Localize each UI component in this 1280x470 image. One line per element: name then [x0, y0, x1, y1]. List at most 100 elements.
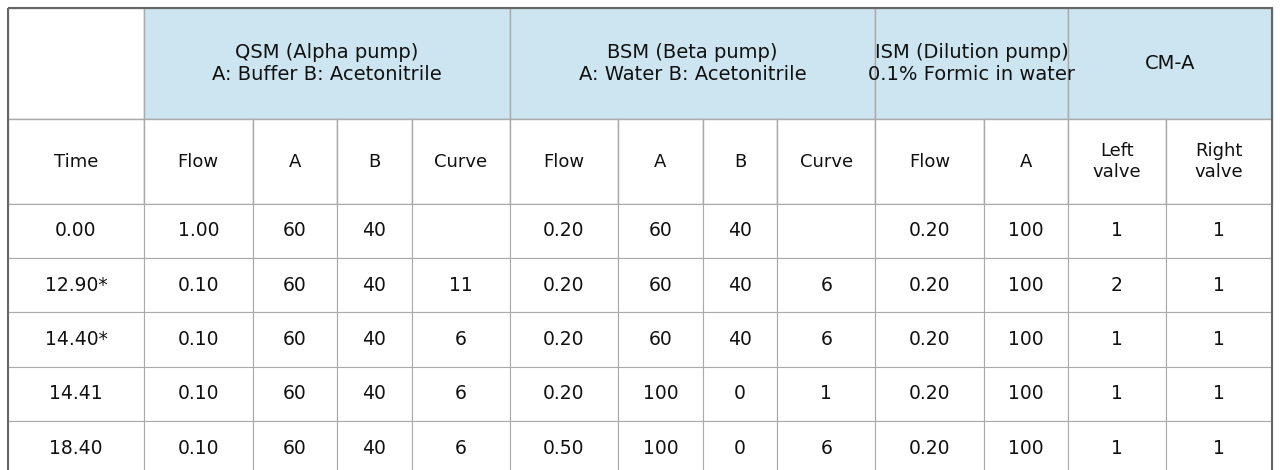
Text: 60: 60 [283, 221, 307, 240]
Bar [984, 367, 1068, 421]
Bar [8, 119, 143, 204]
Text: 60: 60 [649, 276, 672, 295]
Text: 1: 1 [1213, 330, 1225, 349]
Bar [876, 258, 984, 313]
Bar [143, 204, 252, 258]
Text: 100: 100 [1009, 384, 1043, 404]
Bar [777, 258, 876, 313]
Text: 60: 60 [283, 276, 307, 295]
Text: 0.10: 0.10 [178, 384, 219, 404]
Text: 1: 1 [820, 384, 832, 404]
Text: CM-A: CM-A [1144, 54, 1196, 73]
Text: 0.20: 0.20 [909, 330, 950, 349]
Bar [1068, 204, 1166, 258]
Bar [876, 119, 984, 204]
Bar [1068, 8, 1272, 119]
Bar [618, 119, 703, 204]
Text: 1.00: 1.00 [178, 221, 219, 240]
Text: QSM (Alpha pump)
A: Buffer B: Acetonitrile: QSM (Alpha pump) A: Buffer B: Acetonitri… [212, 43, 442, 84]
Text: B: B [369, 153, 380, 171]
Text: 0.10: 0.10 [178, 330, 219, 349]
Text: 1: 1 [1213, 439, 1225, 458]
Text: 40: 40 [728, 330, 751, 349]
Text: 0: 0 [733, 439, 746, 458]
Bar [703, 367, 777, 421]
Bar [1068, 119, 1166, 204]
Text: 1: 1 [1111, 439, 1123, 458]
Bar [337, 421, 412, 470]
Bar [984, 258, 1068, 313]
Bar [252, 421, 337, 470]
Bar [777, 421, 876, 470]
Text: 1: 1 [1111, 384, 1123, 404]
Bar [412, 421, 509, 470]
Text: 0.20: 0.20 [909, 221, 950, 240]
Bar [143, 313, 252, 367]
Bar [509, 313, 618, 367]
Bar [703, 119, 777, 204]
Text: 0: 0 [733, 384, 746, 404]
Bar [1166, 119, 1272, 204]
Text: 0.20: 0.20 [543, 276, 585, 295]
Bar [412, 313, 509, 367]
Bar [876, 367, 984, 421]
Text: 11: 11 [449, 276, 472, 295]
Bar [8, 8, 143, 119]
Bar [509, 8, 876, 119]
Bar [509, 421, 618, 470]
Bar [1166, 258, 1272, 313]
Text: 2: 2 [1111, 276, 1123, 295]
Text: Right
valve: Right valve [1194, 142, 1243, 181]
Text: Curve: Curve [800, 153, 852, 171]
Text: 0.10: 0.10 [178, 439, 219, 458]
Text: 6: 6 [820, 439, 832, 458]
Text: 100: 100 [1009, 330, 1043, 349]
Text: 60: 60 [283, 384, 307, 404]
Bar [509, 367, 618, 421]
Text: A: A [654, 153, 667, 171]
Text: 40: 40 [728, 221, 751, 240]
Bar [777, 367, 876, 421]
Bar [703, 421, 777, 470]
Bar [412, 204, 509, 258]
Bar [1166, 421, 1272, 470]
Bar [984, 421, 1068, 470]
Bar [777, 119, 876, 204]
Text: 0.10: 0.10 [178, 276, 219, 295]
Bar [1068, 258, 1166, 313]
Bar [876, 313, 984, 367]
Bar [703, 313, 777, 367]
Bar [618, 258, 703, 313]
Bar [984, 204, 1068, 258]
Bar [143, 8, 509, 119]
Text: 6: 6 [454, 330, 466, 349]
Bar [8, 421, 143, 470]
Bar [8, 367, 143, 421]
Text: 40: 40 [362, 276, 387, 295]
Bar [1068, 367, 1166, 421]
Bar [1166, 367, 1272, 421]
Text: 100: 100 [643, 384, 678, 404]
Bar [509, 258, 618, 313]
Bar [143, 258, 252, 313]
Text: 12.90*: 12.90* [45, 276, 108, 295]
Bar [412, 367, 509, 421]
Text: 60: 60 [649, 221, 672, 240]
Text: 0.20: 0.20 [543, 221, 585, 240]
Bar [1166, 313, 1272, 367]
Text: A: A [1020, 153, 1032, 171]
Text: 0.00: 0.00 [55, 221, 97, 240]
Text: 0.20: 0.20 [909, 276, 950, 295]
Bar [412, 119, 509, 204]
Bar [252, 119, 337, 204]
Bar [618, 204, 703, 258]
Bar [337, 204, 412, 258]
Bar [876, 8, 1068, 119]
Text: Left
valve: Left valve [1093, 142, 1142, 181]
Text: 14.40*: 14.40* [45, 330, 108, 349]
Bar [1068, 313, 1166, 367]
Bar [777, 204, 876, 258]
Text: 0.50: 0.50 [543, 439, 585, 458]
Text: Time: Time [54, 153, 99, 171]
Bar [252, 258, 337, 313]
